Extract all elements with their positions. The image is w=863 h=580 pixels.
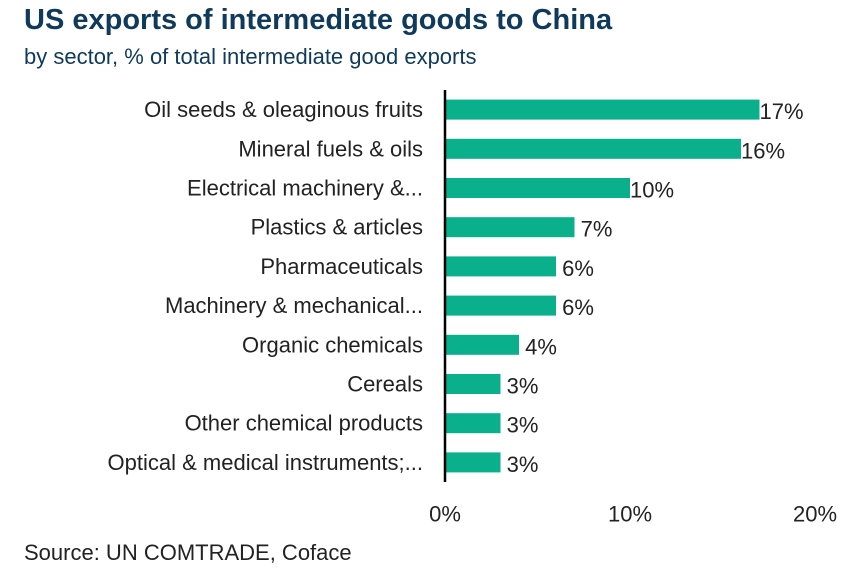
- x-tick-label: 0%: [429, 502, 461, 527]
- value-label: 16%: [741, 138, 785, 163]
- value-label: 3%: [507, 413, 539, 438]
- bar: [445, 256, 556, 277]
- bar: [445, 413, 501, 434]
- chart-title: US exports of intermediate goods to Chin…: [24, 4, 613, 36]
- category-label: Machinery & mechanical...: [165, 293, 423, 318]
- value-label: 3%: [507, 452, 539, 477]
- category-label: Cereals: [347, 372, 423, 397]
- bar: [445, 452, 501, 473]
- value-label: 6%: [562, 256, 594, 281]
- value-label: 4%: [525, 334, 557, 359]
- category-label: Organic chemicals: [242, 332, 423, 357]
- category-label: Other chemical products: [185, 411, 423, 436]
- bar: [445, 217, 575, 238]
- source-note: Source: UN COMTRADE, Coface: [24, 540, 352, 565]
- bar: [445, 295, 556, 316]
- bar: [445, 374, 501, 394]
- category-label: Optical & medical instruments;...: [108, 450, 423, 475]
- bar: [445, 178, 630, 198]
- bar: [445, 334, 519, 355]
- category-label: Oil seeds & oleaginous fruits: [144, 97, 423, 122]
- chart-subtitle: by sector, % of total intermediate good …: [24, 44, 477, 69]
- x-tick-label: 10%: [608, 502, 652, 527]
- value-label: 7%: [581, 217, 613, 242]
- category-label: Electrical machinery &...: [187, 176, 423, 201]
- value-label: 17%: [759, 99, 803, 124]
- category-label: Mineral fuels & oils: [238, 136, 423, 161]
- value-label: 6%: [562, 295, 594, 320]
- category-label: Pharmaceuticals: [260, 254, 423, 279]
- value-label: 10%: [630, 178, 674, 203]
- category-label: Plastics & articles: [251, 215, 423, 240]
- x-tick-label: 20%: [793, 502, 837, 527]
- bar: [445, 138, 741, 159]
- bar: [445, 99, 760, 120]
- value-label: 3%: [507, 374, 539, 399]
